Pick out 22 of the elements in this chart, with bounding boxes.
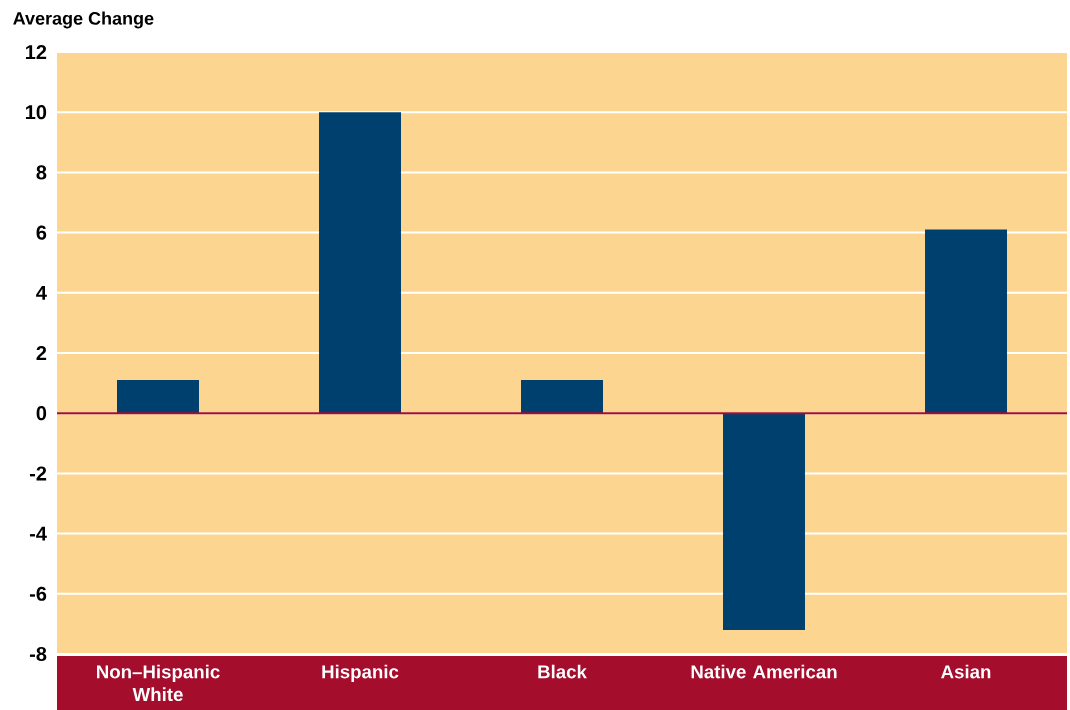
bar [521,380,604,414]
y-tick-label: 2 [36,346,47,360]
y-tick-label: 12 [25,45,47,59]
y-tick-label: -2 [29,466,47,481]
bar [925,229,1008,414]
y-tick-label: 6 [36,225,47,240]
x-tick-label: Native American [691,664,837,679]
x-tick-label: Hispanic [322,664,399,683]
x-tick-label: Asian [941,664,991,679]
y-tick-label: -8 [29,646,47,662]
x-tick-label: Non–Hispanic White [97,664,220,702]
bar [319,112,401,414]
bar [117,380,199,414]
y-tick-label: -4 [29,526,47,541]
y-tick-label: 8 [36,165,47,180]
y-axis-title: Average Change [13,11,154,29]
y-tick-label: -6 [29,586,47,601]
y-tick-label: 4 [36,285,47,300]
bar [723,413,806,630]
y-tick-label: 0 [36,406,47,421]
x-tick-label: Black [538,664,587,679]
y-tick-label: 10 [25,105,47,120]
